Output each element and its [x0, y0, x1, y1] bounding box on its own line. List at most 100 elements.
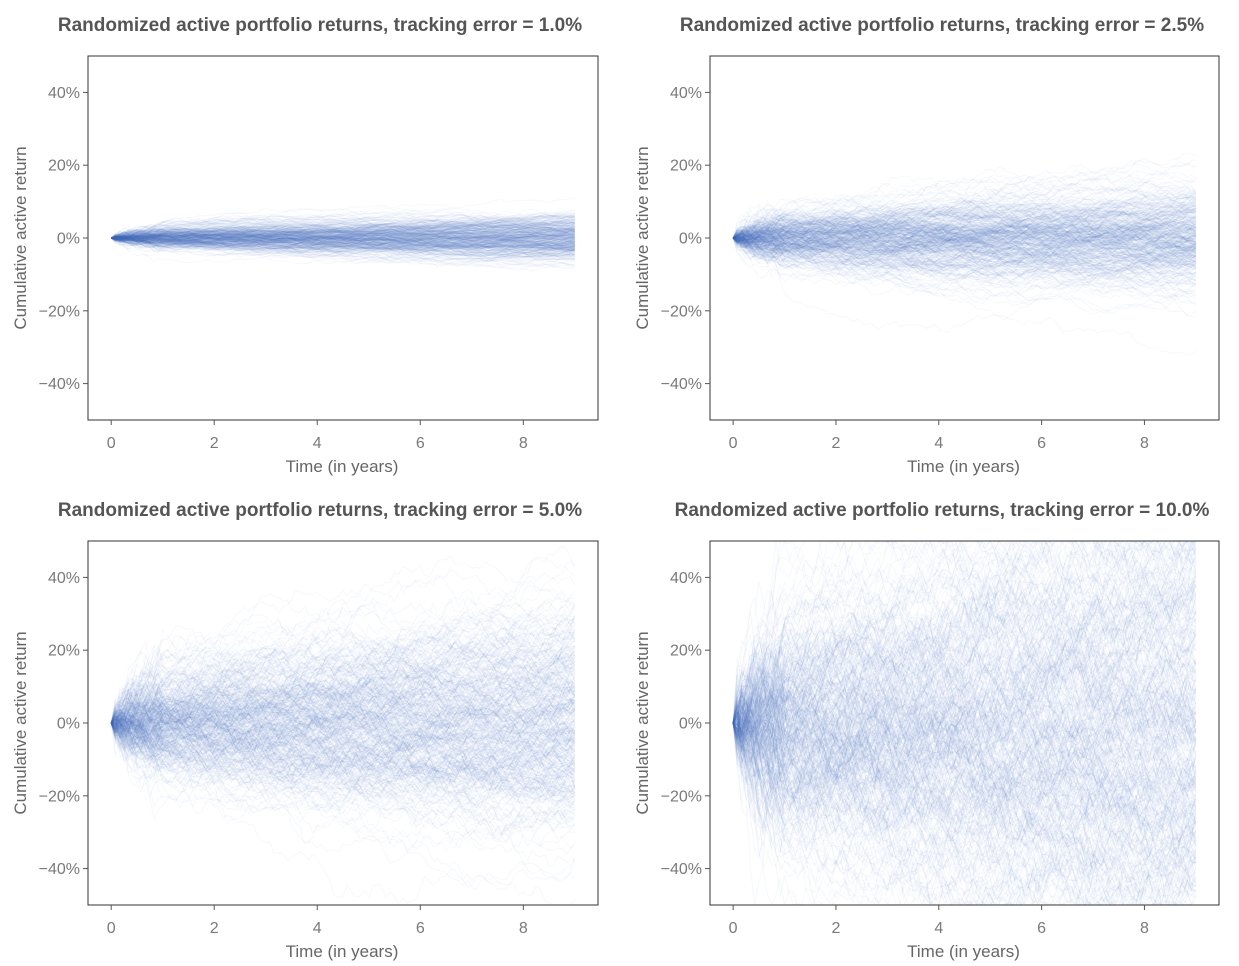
return-path [110, 230, 575, 245]
return-path [732, 235, 1197, 278]
return-path [110, 619, 576, 740]
return-path [110, 711, 576, 779]
return-path [732, 220, 1197, 249]
return-path [110, 233, 575, 250]
return-path [110, 233, 575, 261]
return-path [111, 237, 575, 251]
return-path [110, 619, 576, 724]
return-path [732, 211, 1197, 252]
y-axis-label: Cumulative active return [633, 146, 652, 329]
return-path [110, 232, 575, 252]
return-path [732, 589, 1197, 734]
return-path [111, 232, 575, 246]
return-path [110, 718, 576, 804]
return-path [732, 541, 1197, 724]
return-path [110, 625, 576, 724]
return-path [111, 214, 575, 241]
return-path [110, 697, 576, 784]
return-path [732, 237, 1197, 285]
return-paths [732, 152, 1197, 356]
return-path [732, 580, 1197, 742]
return-path [732, 700, 1197, 900]
return-path [111, 235, 575, 257]
return-path [732, 637, 1197, 785]
return-path [732, 224, 1197, 266]
return-path [110, 664, 576, 764]
return-path [110, 652, 576, 736]
return-path [110, 214, 575, 239]
return-path [732, 624, 1197, 730]
return-path [732, 722, 1197, 898]
return-path [111, 223, 575, 242]
return-path [110, 630, 576, 734]
return-path [733, 187, 1197, 240]
return-path [732, 714, 1197, 892]
return-path [110, 628, 576, 731]
return-path [733, 217, 1197, 255]
return-path [111, 235, 575, 254]
return-path [732, 228, 1197, 288]
return-path [732, 603, 1197, 824]
return-path [111, 218, 575, 239]
return-path [110, 237, 575, 255]
return-path [732, 220, 1196, 268]
return-path [110, 630, 576, 756]
return-path [732, 658, 1197, 786]
return-path [110, 232, 575, 251]
return-path [110, 703, 575, 740]
return-path [732, 542, 1197, 752]
return-path [732, 659, 1197, 891]
return-path [111, 237, 576, 257]
return-path [732, 236, 1196, 280]
return-path [110, 709, 575, 775]
return-path [110, 661, 576, 724]
return-path [732, 222, 1197, 269]
return-path [111, 696, 576, 850]
return-path [111, 228, 575, 249]
return-path [110, 663, 576, 759]
return-path [111, 710, 576, 751]
return-path [732, 613, 1197, 726]
return-path [732, 221, 1196, 286]
return-path [111, 710, 576, 778]
return-path [732, 191, 1197, 240]
return-path [110, 612, 575, 739]
return-path [732, 627, 1197, 754]
return-path [111, 236, 575, 244]
return-path [732, 569, 1197, 772]
return-path [110, 721, 576, 776]
return-path [732, 230, 1197, 271]
return-path [110, 576, 576, 724]
x-tick-label: 2 [832, 920, 841, 937]
return-path [733, 212, 1197, 250]
return-path [111, 229, 575, 246]
chart-panel-3: Randomized active portfolio returns, tra… [11, 500, 599, 961]
return-path [110, 688, 576, 752]
return-path [110, 686, 576, 758]
return-path [111, 225, 575, 239]
return-path [111, 711, 576, 806]
return-path [732, 235, 1196, 270]
return-path [110, 212, 575, 244]
return-path [733, 218, 1196, 242]
return-path [111, 235, 575, 266]
return-path [111, 220, 575, 240]
return-path [733, 236, 1196, 266]
return-path [732, 611, 1197, 740]
return-path [732, 699, 1197, 796]
return-path [111, 707, 576, 820]
return-path [110, 706, 575, 801]
return-path [732, 229, 1197, 279]
return-path [732, 226, 1197, 261]
return-path [111, 235, 576, 260]
return-path [732, 610, 1197, 749]
return-path [732, 222, 1197, 266]
return-path [732, 713, 1197, 853]
return-path [111, 237, 575, 254]
return-path [111, 231, 575, 247]
return-path [732, 684, 1197, 780]
y-tick-label: −40% [661, 376, 702, 393]
return-path [732, 712, 1196, 905]
return-path [732, 541, 1197, 738]
return-path [733, 602, 1197, 758]
